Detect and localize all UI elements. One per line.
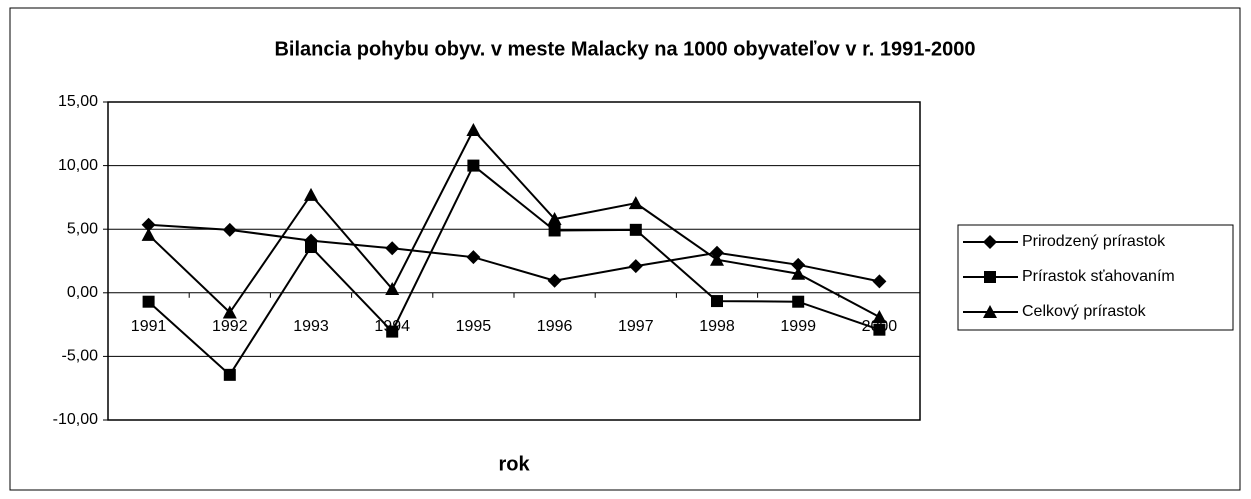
data-point (142, 295, 155, 308)
y-tick-label: 5,00 (67, 220, 98, 237)
data-point (386, 325, 399, 338)
y-tick-label: 15,00 (58, 93, 98, 110)
series-line (147, 128, 880, 318)
x-tick-label: 1992 (212, 318, 248, 335)
data-point (548, 224, 561, 237)
series-line (148, 223, 880, 283)
legend-marker (983, 305, 997, 318)
x-tick-label: 1997 (618, 318, 654, 335)
data-point (467, 159, 480, 172)
data-point (710, 252, 724, 266)
plot-border (107, 101, 921, 421)
data-point (872, 274, 887, 289)
data-point (222, 305, 237, 319)
series-line (147, 164, 880, 377)
y-tick-label: -5,00 (62, 348, 99, 365)
data-point (141, 227, 156, 241)
data-point (792, 295, 805, 308)
data-point (791, 266, 806, 280)
data-point (466, 122, 481, 136)
data-point (872, 309, 887, 323)
data-point (305, 241, 317, 254)
x-tick-label: 1996 (537, 318, 573, 335)
x-tick-label: 1999 (780, 318, 816, 335)
x-tick-label: 1998 (699, 318, 735, 335)
legend-label: Prirodzený prírastok (1022, 233, 1166, 250)
legend-label: Celkový prírastok (1022, 303, 1147, 320)
chart-title: Bilancia pohybu obyv. v meste Malacky na… (274, 38, 975, 60)
data-point (791, 257, 806, 272)
y-tick-label: -10,00 (53, 411, 98, 428)
legend-marker (984, 271, 996, 283)
y-tick-label: 0,00 (67, 284, 98, 301)
legend-label: Prírastok sťahovaním (1022, 268, 1175, 285)
legend-marker (983, 235, 997, 249)
data-point (385, 281, 400, 295)
y-tick-label: 10,00 (58, 157, 98, 174)
data-point (304, 187, 318, 201)
data-point (141, 217, 156, 232)
data-point (873, 323, 886, 336)
data-point (466, 250, 481, 265)
data-point (547, 273, 562, 288)
data-point (222, 222, 237, 237)
data-point (547, 212, 562, 226)
x-tick-label: 1993 (293, 318, 329, 335)
data-point (385, 241, 400, 256)
data-point (628, 259, 643, 274)
data-point (711, 295, 723, 308)
data-point (629, 223, 642, 236)
x-tick-label: 1995 (456, 318, 492, 335)
plot-area (108, 102, 920, 420)
x-axis-label: rok (498, 453, 530, 475)
data-point (223, 368, 236, 381)
data-point (628, 196, 643, 210)
x-tick-label: 1991 (131, 318, 167, 335)
